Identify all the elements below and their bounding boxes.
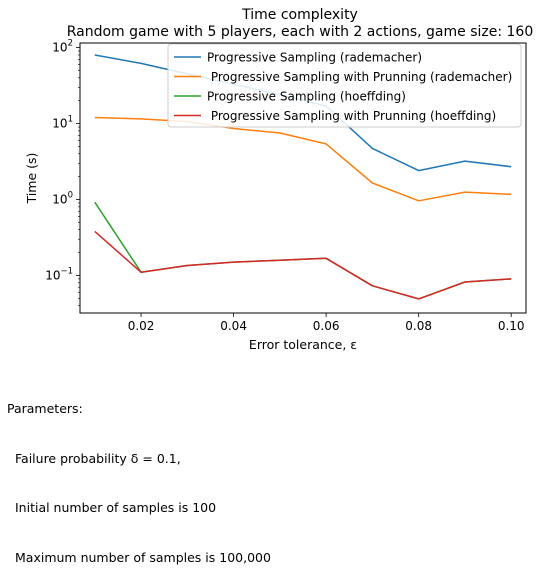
caption-initial-samples: Initial number of samples is 100 [15, 500, 217, 515]
y-tick-label: 10−1 [45, 266, 73, 282]
series-line-4 [94, 230, 512, 300]
caption-max-samples: Maximum number of samples is 100,000 [15, 549, 271, 565]
chart-svg: Time complexity Random game with 5 playe… [24, 7, 534, 352]
x-tick-label: 0.02 [128, 319, 155, 333]
x-axis-label: Error tolerance, ε [249, 337, 357, 352]
y-tick-label: 102 [52, 39, 73, 55]
caption-heading: Parameters: [7, 401, 83, 416]
y-tick-label: 100 [52, 190, 73, 206]
series-line-2 [94, 116, 512, 202]
legend-label-1: Progressive Sampling (rademacher) [207, 51, 422, 65]
legend-label-2: Progressive Sampling with Prunning (rade… [207, 70, 512, 84]
caption-failure-probability: Failure probability δ = 0.1, [15, 450, 181, 466]
x-tick-label: 0.04 [220, 319, 247, 333]
series-line-3 [94, 201, 512, 300]
chart: Time complexity Random game with 5 playe… [24, 7, 534, 352]
y-axis-ticks: 10−1 100 101 102 [45, 39, 80, 306]
y-tick-label: 101 [52, 115, 73, 131]
chart-subtitle: Random game with 5 players, each with 2 … [67, 24, 534, 40]
legend-label-4: Progressive Sampling with Prunning (hoef… [207, 109, 496, 123]
parameters-caption: Parameters: Failure probability δ = 0.1,… [7, 368, 271, 583]
legend-box [167, 43, 522, 128]
x-tick-label: 0.06 [313, 319, 340, 333]
y-axis-label: Time (s) [24, 153, 39, 205]
chart-title: Time complexity [241, 7, 358, 23]
x-axis-ticks: 0.02 0.04 0.06 0.08 0.10 [128, 313, 525, 333]
legend-label-3: Progressive Sampling (hoeffding) [207, 90, 406, 104]
x-tick-label: 0.08 [405, 319, 432, 333]
x-tick-label: 0.10 [498, 319, 525, 333]
legend: Progressive Sampling (rademacher) Progre… [167, 43, 522, 128]
plot-frame [79, 42, 527, 314]
